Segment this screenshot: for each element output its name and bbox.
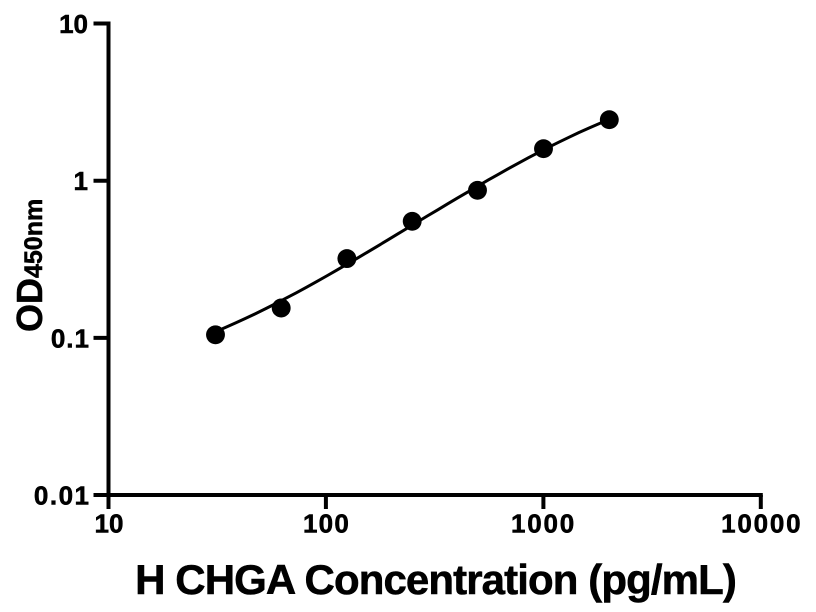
svg-text:0.1: 0.1	[51, 323, 90, 353]
svg-text:10000: 10000	[721, 509, 802, 539]
svg-text:100: 100	[303, 509, 350, 539]
svg-text:1000: 1000	[511, 509, 576, 539]
svg-text:10: 10	[59, 9, 88, 39]
svg-text:OD450nm: OD450nm	[9, 199, 50, 332]
svg-text:1: 1	[74, 166, 88, 196]
svg-text:10: 10	[95, 509, 124, 539]
svg-text:0.01: 0.01	[34, 481, 91, 511]
svg-text:H CHGA Concentration (pg/mL): H CHGA Concentration (pg/mL)	[135, 556, 736, 603]
